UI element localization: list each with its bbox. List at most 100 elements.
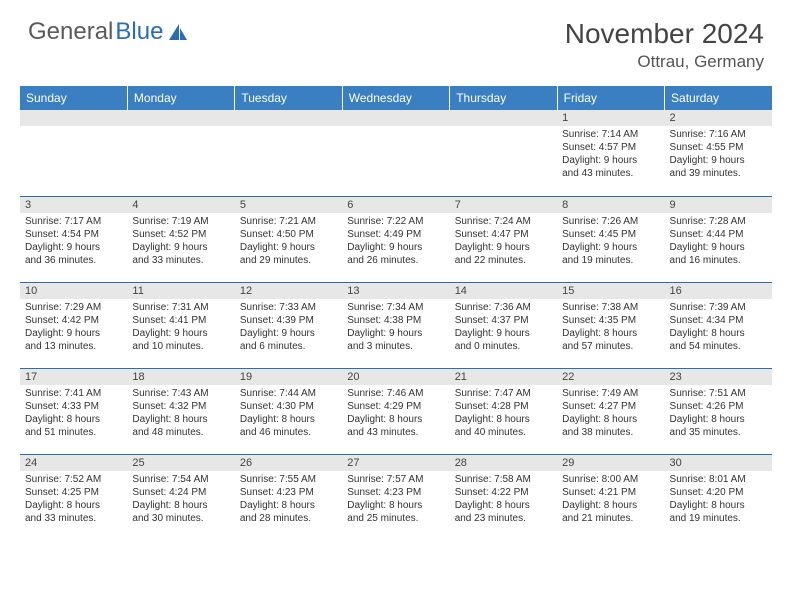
day-detail-line: Sunrise: 7:17 AM bbox=[25, 215, 122, 228]
day-number bbox=[235, 110, 342, 126]
calendar-day-cell: 7Sunrise: 7:24 AMSunset: 4:47 PMDaylight… bbox=[450, 196, 557, 282]
day-detail-line: Sunset: 4:28 PM bbox=[455, 400, 552, 413]
calendar-day-cell: 29Sunrise: 8:00 AMSunset: 4:21 PMDayligh… bbox=[557, 454, 664, 540]
day-content: Sunrise: 7:22 AMSunset: 4:49 PMDaylight:… bbox=[342, 213, 449, 271]
day-detail-line: Sunset: 4:44 PM bbox=[670, 228, 767, 241]
weekday-header: Thursday bbox=[450, 86, 557, 110]
calendar-day-cell bbox=[127, 110, 234, 196]
day-number: 26 bbox=[235, 455, 342, 471]
day-number: 11 bbox=[127, 283, 234, 299]
day-detail-line: Sunset: 4:26 PM bbox=[670, 400, 767, 413]
day-detail-line: and 3 minutes. bbox=[347, 340, 444, 353]
day-number: 12 bbox=[235, 283, 342, 299]
day-number: 25 bbox=[127, 455, 234, 471]
weekday-header: Tuesday bbox=[235, 86, 342, 110]
day-detail-line: Daylight: 9 hours bbox=[670, 241, 767, 254]
day-content: Sunrise: 7:52 AMSunset: 4:25 PMDaylight:… bbox=[20, 471, 127, 529]
day-detail-line: Sunrise: 7:31 AM bbox=[132, 301, 229, 314]
day-number: 3 bbox=[20, 197, 127, 213]
day-detail-line: Sunrise: 7:38 AM bbox=[562, 301, 659, 314]
day-detail-line: Daylight: 8 hours bbox=[132, 499, 229, 512]
day-number: 23 bbox=[665, 369, 772, 385]
day-detail-line: Daylight: 9 hours bbox=[347, 327, 444, 340]
day-detail-line: Sunset: 4:42 PM bbox=[25, 314, 122, 327]
calendar-day-cell: 6Sunrise: 7:22 AMSunset: 4:49 PMDaylight… bbox=[342, 196, 449, 282]
day-content: Sunrise: 7:31 AMSunset: 4:41 PMDaylight:… bbox=[127, 299, 234, 357]
day-number: 20 bbox=[342, 369, 449, 385]
day-detail-line: Daylight: 9 hours bbox=[347, 241, 444, 254]
day-detail-line: Sunset: 4:55 PM bbox=[670, 141, 767, 154]
day-content: Sunrise: 7:14 AMSunset: 4:57 PMDaylight:… bbox=[557, 126, 664, 184]
day-detail-line: Daylight: 8 hours bbox=[347, 413, 444, 426]
day-detail-line: and 43 minutes. bbox=[562, 167, 659, 180]
day-content: Sunrise: 7:55 AMSunset: 4:23 PMDaylight:… bbox=[235, 471, 342, 529]
day-number: 2 bbox=[665, 110, 772, 126]
day-detail-line: Daylight: 9 hours bbox=[562, 154, 659, 167]
logo-text-blue: Blue bbox=[115, 18, 163, 46]
day-detail-line: and 25 minutes. bbox=[347, 512, 444, 525]
day-number: 15 bbox=[557, 283, 664, 299]
calendar-day-cell: 30Sunrise: 8:01 AMSunset: 4:20 PMDayligh… bbox=[665, 454, 772, 540]
day-detail-line: and 43 minutes. bbox=[347, 426, 444, 439]
day-detail-line: Daylight: 9 hours bbox=[240, 241, 337, 254]
day-detail-line: Sunrise: 7:39 AM bbox=[670, 301, 767, 314]
day-detail-line: and 19 minutes. bbox=[670, 512, 767, 525]
day-detail-line: Sunset: 4:25 PM bbox=[25, 486, 122, 499]
day-content: Sunrise: 7:46 AMSunset: 4:29 PMDaylight:… bbox=[342, 385, 449, 443]
day-content: Sunrise: 7:57 AMSunset: 4:23 PMDaylight:… bbox=[342, 471, 449, 529]
day-detail-line: Sunset: 4:39 PM bbox=[240, 314, 337, 327]
month-title: November 2024 bbox=[565, 18, 764, 50]
logo-text-general: General bbox=[28, 18, 113, 46]
day-detail-line: and 28 minutes. bbox=[240, 512, 337, 525]
day-detail-line: Sunset: 4:34 PM bbox=[670, 314, 767, 327]
calendar-week-row: 17Sunrise: 7:41 AMSunset: 4:33 PMDayligh… bbox=[20, 368, 772, 454]
day-content: Sunrise: 7:39 AMSunset: 4:34 PMDaylight:… bbox=[665, 299, 772, 357]
calendar-day-cell bbox=[342, 110, 449, 196]
calendar-day-cell: 10Sunrise: 7:29 AMSunset: 4:42 PMDayligh… bbox=[20, 282, 127, 368]
day-detail-line: and 35 minutes. bbox=[670, 426, 767, 439]
day-number: 8 bbox=[557, 197, 664, 213]
calendar-day-cell: 19Sunrise: 7:44 AMSunset: 4:30 PMDayligh… bbox=[235, 368, 342, 454]
day-content: Sunrise: 7:49 AMSunset: 4:27 PMDaylight:… bbox=[557, 385, 664, 443]
day-detail-line: and 22 minutes. bbox=[455, 254, 552, 267]
calendar-day-cell: 9Sunrise: 7:28 AMSunset: 4:44 PMDaylight… bbox=[665, 196, 772, 282]
day-number: 14 bbox=[450, 283, 557, 299]
calendar-week-row: 24Sunrise: 7:52 AMSunset: 4:25 PMDayligh… bbox=[20, 454, 772, 540]
day-number: 4 bbox=[127, 197, 234, 213]
day-detail-line: Daylight: 8 hours bbox=[455, 413, 552, 426]
day-detail-line: Sunset: 4:21 PM bbox=[562, 486, 659, 499]
calendar-day-cell: 4Sunrise: 7:19 AMSunset: 4:52 PMDaylight… bbox=[127, 196, 234, 282]
day-number: 6 bbox=[342, 197, 449, 213]
day-content: Sunrise: 7:41 AMSunset: 4:33 PMDaylight:… bbox=[20, 385, 127, 443]
day-detail-line: Daylight: 8 hours bbox=[670, 413, 767, 426]
day-detail-line: Daylight: 9 hours bbox=[132, 327, 229, 340]
day-number: 30 bbox=[665, 455, 772, 471]
calendar-day-cell: 15Sunrise: 7:38 AMSunset: 4:35 PMDayligh… bbox=[557, 282, 664, 368]
weekday-header: Monday bbox=[127, 86, 234, 110]
day-detail-line: Sunrise: 8:01 AM bbox=[670, 473, 767, 486]
day-detail-line: Sunset: 4:38 PM bbox=[347, 314, 444, 327]
day-detail-line: Sunset: 4:23 PM bbox=[347, 486, 444, 499]
day-detail-line: and 46 minutes. bbox=[240, 426, 337, 439]
day-number bbox=[450, 110, 557, 126]
calendar-day-cell: 28Sunrise: 7:58 AMSunset: 4:22 PMDayligh… bbox=[450, 454, 557, 540]
calendar-day-cell: 20Sunrise: 7:46 AMSunset: 4:29 PMDayligh… bbox=[342, 368, 449, 454]
day-number: 9 bbox=[665, 197, 772, 213]
calendar-day-cell: 24Sunrise: 7:52 AMSunset: 4:25 PMDayligh… bbox=[20, 454, 127, 540]
day-detail-line: Sunrise: 7:29 AM bbox=[25, 301, 122, 314]
day-detail-line: Sunset: 4:23 PM bbox=[240, 486, 337, 499]
day-detail-line: Sunset: 4:22 PM bbox=[455, 486, 552, 499]
day-detail-line: Daylight: 9 hours bbox=[455, 241, 552, 254]
day-content: Sunrise: 7:24 AMSunset: 4:47 PMDaylight:… bbox=[450, 213, 557, 271]
day-detail-line: and 19 minutes. bbox=[562, 254, 659, 267]
day-number: 22 bbox=[557, 369, 664, 385]
day-detail-line: Sunrise: 7:26 AM bbox=[562, 215, 659, 228]
calendar-day-cell: 12Sunrise: 7:33 AMSunset: 4:39 PMDayligh… bbox=[235, 282, 342, 368]
day-detail-line: Sunrise: 7:55 AM bbox=[240, 473, 337, 486]
calendar-day-cell: 14Sunrise: 7:36 AMSunset: 4:37 PMDayligh… bbox=[450, 282, 557, 368]
day-detail-line: and 38 minutes. bbox=[562, 426, 659, 439]
day-number: 17 bbox=[20, 369, 127, 385]
day-detail-line: Sunrise: 7:57 AM bbox=[347, 473, 444, 486]
day-detail-line: Daylight: 9 hours bbox=[562, 241, 659, 254]
day-detail-line: Sunrise: 7:52 AM bbox=[25, 473, 122, 486]
